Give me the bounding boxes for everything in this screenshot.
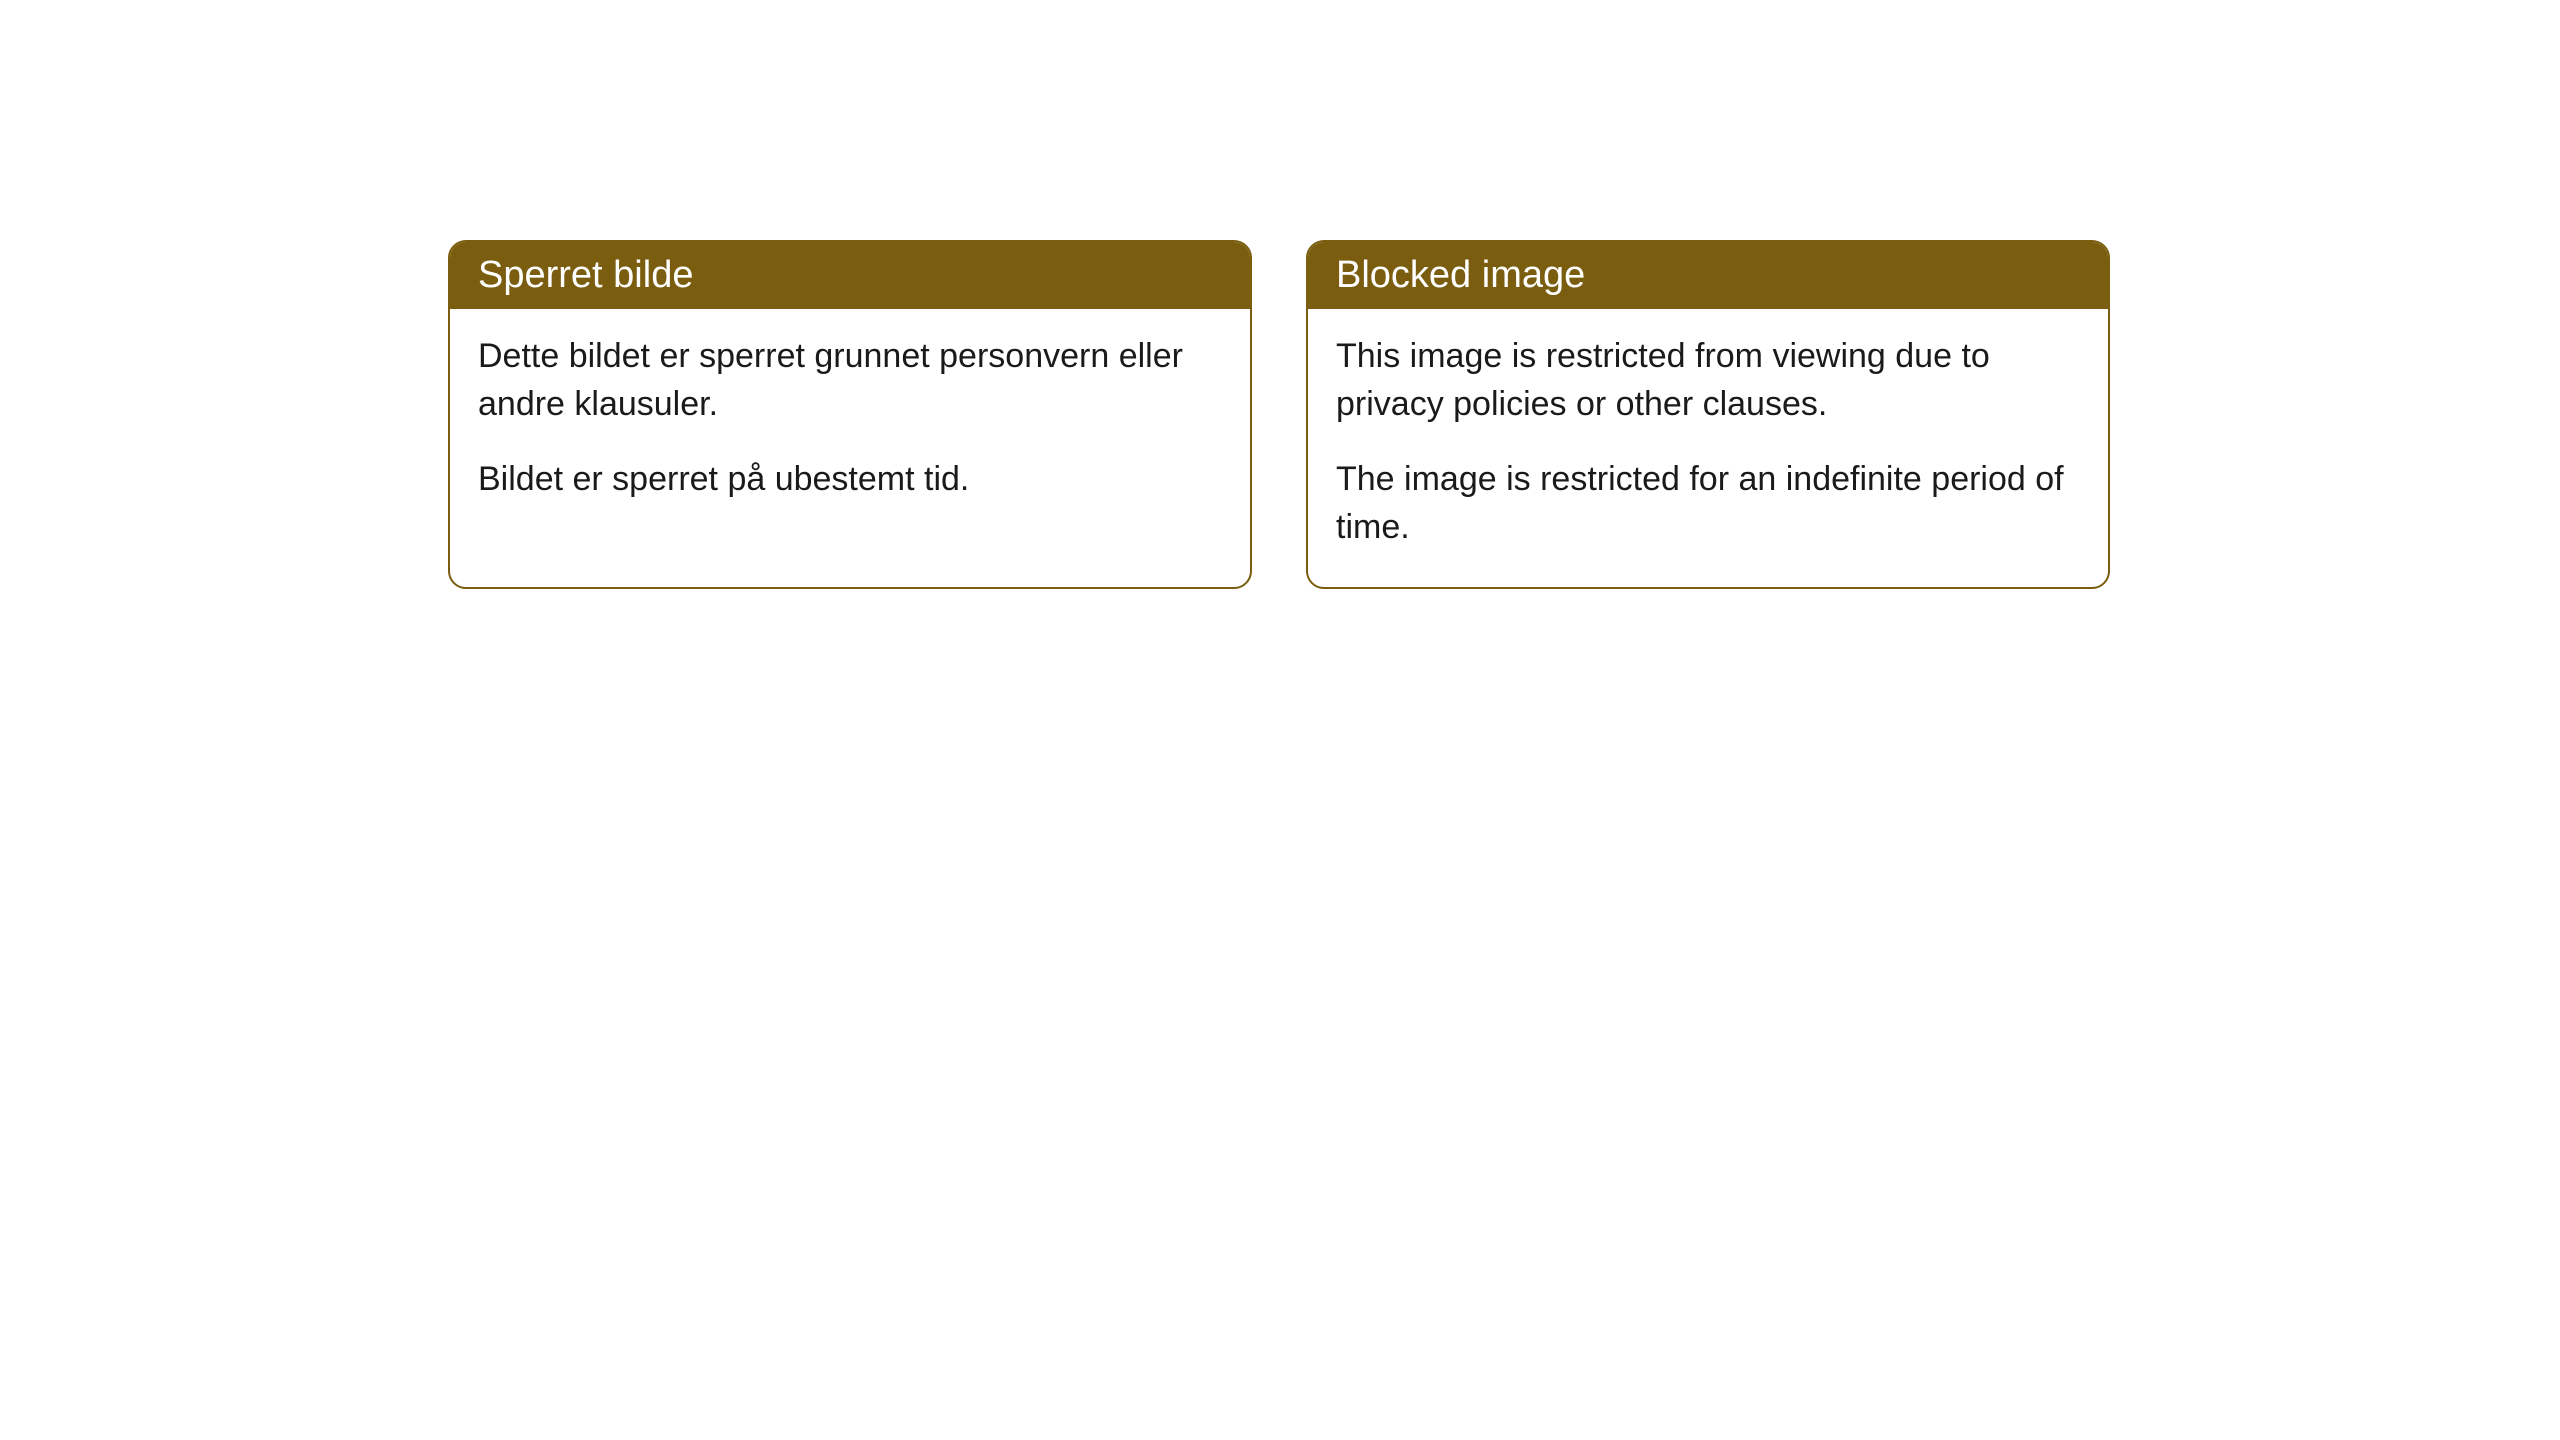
- card-paragraph-2: Bildet er sperret på ubestemt tid.: [478, 456, 1222, 504]
- blocked-image-card-norwegian: Sperret bilde Dette bildet er sperret gr…: [448, 240, 1252, 589]
- card-paragraph-1: Dette bildet er sperret grunnet personve…: [478, 333, 1222, 428]
- blocked-image-card-english: Blocked image This image is restricted f…: [1306, 240, 2110, 589]
- card-title: Blocked image: [1336, 254, 1585, 296]
- card-paragraph-1: This image is restricted from viewing du…: [1336, 333, 2080, 428]
- card-body: This image is restricted from viewing du…: [1308, 309, 2108, 587]
- card-title: Sperret bilde: [478, 254, 693, 296]
- card-body: Dette bildet er sperret grunnet personve…: [450, 309, 1250, 540]
- card-header: Sperret bilde: [450, 242, 1250, 309]
- notice-cards-container: Sperret bilde Dette bildet er sperret gr…: [448, 240, 2110, 589]
- card-paragraph-2: The image is restricted for an indefinit…: [1336, 456, 2080, 551]
- card-header: Blocked image: [1308, 242, 2108, 309]
